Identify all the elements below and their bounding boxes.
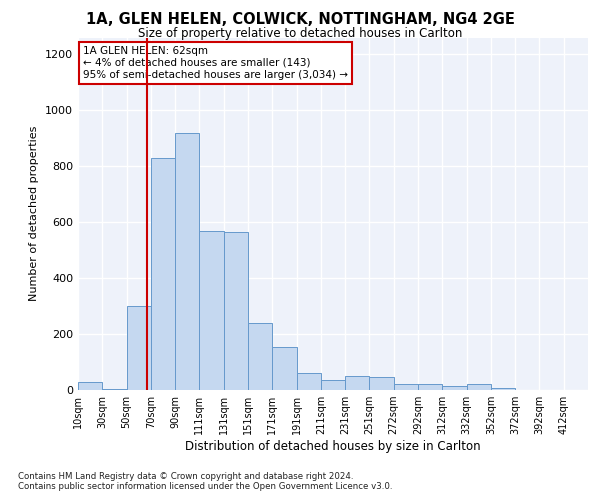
Text: 1A GLEN HELEN: 62sqm
← 4% of detached houses are smaller (143)
95% of semi-detac: 1A GLEN HELEN: 62sqm ← 4% of detached ho… bbox=[83, 46, 348, 80]
Text: Size of property relative to detached houses in Carlton: Size of property relative to detached ho… bbox=[138, 28, 462, 40]
Text: Contains HM Land Registry data © Crown copyright and database right 2024.: Contains HM Land Registry data © Crown c… bbox=[18, 472, 353, 481]
Y-axis label: Number of detached properties: Number of detached properties bbox=[29, 126, 40, 302]
Bar bbox=[442, 386, 467, 390]
Bar bbox=[467, 384, 491, 390]
Bar bbox=[370, 378, 394, 390]
Bar bbox=[248, 323, 272, 390]
Bar bbox=[199, 230, 224, 390]
Bar bbox=[127, 306, 151, 390]
Bar bbox=[345, 376, 370, 390]
Bar bbox=[175, 132, 199, 390]
Bar bbox=[394, 384, 418, 390]
Bar bbox=[418, 384, 442, 390]
Text: Contains public sector information licensed under the Open Government Licence v3: Contains public sector information licen… bbox=[18, 482, 392, 491]
Bar bbox=[224, 232, 248, 390]
Text: 1A, GLEN HELEN, COLWICK, NOTTINGHAM, NG4 2GE: 1A, GLEN HELEN, COLWICK, NOTTINGHAM, NG4… bbox=[86, 12, 514, 28]
X-axis label: Distribution of detached houses by size in Carlton: Distribution of detached houses by size … bbox=[185, 440, 481, 453]
Bar bbox=[321, 380, 345, 390]
Bar bbox=[296, 373, 321, 390]
Bar bbox=[102, 388, 127, 390]
Bar bbox=[491, 388, 515, 390]
Bar bbox=[151, 158, 175, 390]
Bar bbox=[78, 382, 102, 390]
Bar bbox=[272, 346, 296, 390]
